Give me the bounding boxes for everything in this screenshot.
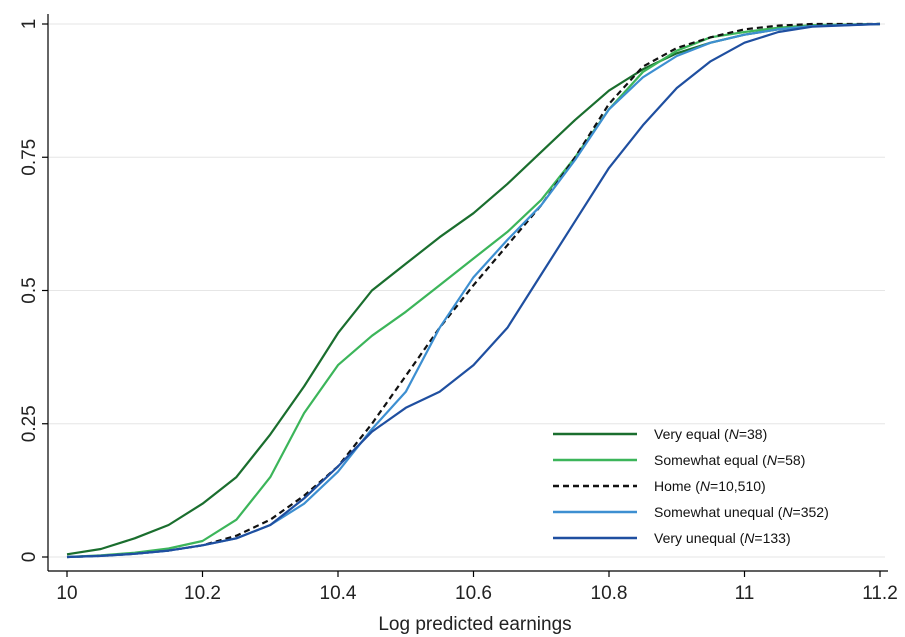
x-tick-label-6: 11.2 (862, 583, 898, 604)
gridlines (49, 23, 885, 558)
y-tick-label-2: 0.5 (19, 277, 40, 303)
x-tick-label-5: 11 (735, 583, 755, 604)
legend-label-2: Home (N=10,510) (654, 478, 766, 494)
legend-label-0: Very equal (N=38) (654, 426, 767, 442)
y-tick-label-1: 0.25 (19, 405, 40, 442)
series-lines (66, 22, 881, 559)
x-axis-title: Log predicted earnings (378, 614, 571, 635)
axes: 0 0.25 0.5 0.75 1 10 10.2 10.4 10.6 10.8 11 11.2 (19, 14, 898, 604)
x-tick-label-1: 10.2 (184, 583, 221, 604)
x-tick-label-0: 10 (56, 583, 77, 604)
series-line-4 (66, 22, 881, 559)
x-tick-label-3: 10.6 (455, 583, 492, 604)
legend: Very equal (N=38) Somewhat equal (N=58) Ho… (553, 426, 829, 546)
legend-label-4: Very unequal (N=133) (654, 530, 791, 546)
y-tick-label-3: 0.75 (19, 139, 40, 176)
legend-label-1: Somewhat equal (N=58) (654, 452, 805, 468)
x-tick-label-2: 10.4 (320, 583, 357, 604)
legend-label-3: Somewhat unequal (N=352) (654, 504, 829, 520)
y-tick-label-0: 0 (19, 552, 40, 563)
x-tick-label-4: 10.8 (591, 583, 628, 604)
y-tick-label-4: 1 (19, 19, 40, 30)
series-line-1 (66, 22, 881, 559)
